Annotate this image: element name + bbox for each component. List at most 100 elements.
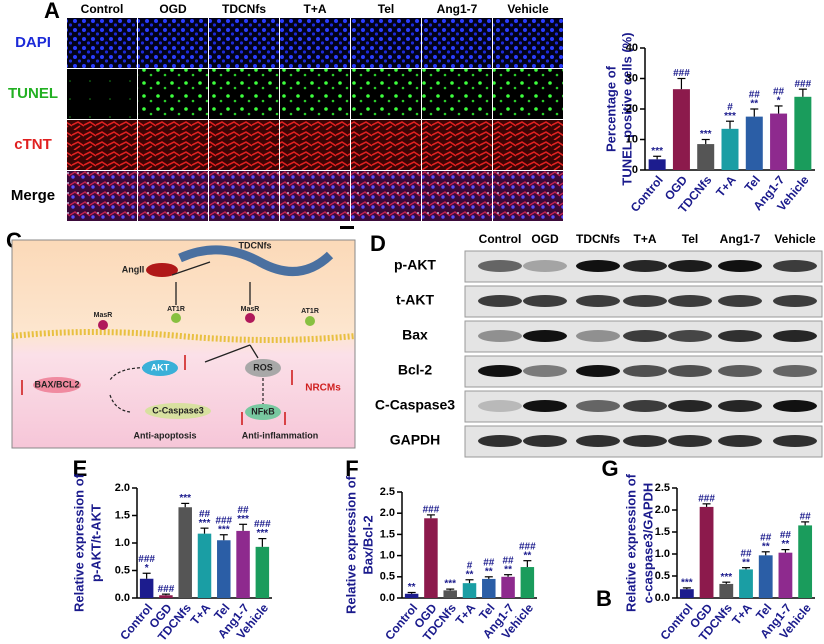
row-label: GAPDH — [390, 432, 441, 448]
blot-band — [623, 295, 667, 307]
blot-band — [773, 435, 817, 447]
significance-label: ### — [158, 584, 175, 595]
blot-band — [523, 295, 567, 307]
bar — [520, 567, 535, 598]
significance-label: ## — [760, 532, 772, 543]
diagram-label: Anti-inflammation — [242, 430, 319, 440]
y-tick-label: 2.0 — [115, 482, 130, 494]
significance-label: *** — [218, 524, 230, 535]
panel-letter: B — [596, 586, 612, 611]
row-label: TUNEL — [8, 85, 58, 102]
micrograph — [493, 69, 563, 119]
micrograph — [493, 171, 563, 221]
significance-label: ## — [483, 557, 495, 568]
blot-band — [668, 365, 712, 377]
diagram-label: NRCMs — [305, 383, 341, 394]
x-tick-label: T+A — [729, 601, 755, 628]
row-label: Merge — [11, 187, 55, 204]
y-axis-label: Percentage of — [603, 65, 618, 152]
micrograph — [138, 69, 208, 119]
column-header: Ang1-7 — [720, 232, 761, 246]
panel-letter: F — [345, 456, 358, 481]
significance-label: ## — [780, 530, 792, 541]
micrograph — [209, 171, 279, 221]
y-tick-label: 1.5 — [115, 509, 130, 521]
blot-band — [523, 260, 567, 272]
bar — [648, 159, 666, 170]
blot-band — [576, 330, 620, 342]
blot-band — [623, 260, 667, 272]
blot-band — [773, 400, 817, 412]
y-tick-label: 30 — [626, 72, 638, 84]
column-header: Tel — [378, 2, 394, 16]
micrograph — [209, 69, 279, 119]
panel-c: C TDCNfs AngII MasR AT1R MasR AT1R AKT R… — [6, 228, 356, 449]
x-tick-label: Tel — [742, 173, 763, 195]
y-tick-label: 0.5 — [380, 571, 395, 583]
micrograph — [138, 18, 208, 68]
bar — [139, 578, 154, 598]
blot-band — [478, 435, 522, 447]
y-tick-label: 1.0 — [380, 550, 395, 562]
bar — [679, 589, 694, 598]
bar — [443, 590, 457, 598]
row-label: Bax — [402, 327, 428, 343]
bar — [798, 525, 813, 598]
bar — [404, 593, 419, 598]
akt-icon — [142, 360, 178, 376]
at1r-icon — [305, 316, 315, 326]
bar — [794, 96, 812, 170]
micrograph — [280, 171, 350, 221]
blot-band — [718, 260, 762, 272]
y-tick-label: 0.5 — [115, 564, 130, 576]
bar — [159, 595, 173, 598]
micrograph — [67, 171, 137, 221]
y-tick-label: 20 — [626, 103, 638, 115]
blot-band — [773, 330, 817, 342]
diagram-label: NFκB — [251, 406, 275, 416]
micrograph — [280, 69, 350, 119]
bar — [462, 583, 477, 598]
micrograph — [209, 120, 279, 170]
bar — [217, 540, 231, 598]
x-tick-label: T+A — [188, 601, 214, 628]
panel-letter: A — [44, 0, 60, 23]
blot-band — [668, 400, 712, 412]
scale-bar — [340, 226, 354, 229]
micrograph — [493, 120, 563, 170]
nfkb-icon — [245, 404, 281, 420]
blot-band — [523, 400, 567, 412]
bar — [197, 533, 212, 598]
row-label: cTNT — [14, 136, 52, 153]
column-header: Vehicle — [774, 232, 816, 246]
membrane — [11, 329, 356, 343]
bar — [778, 552, 793, 598]
significance-label: *** — [237, 514, 249, 525]
significance-label: ## — [773, 87, 785, 98]
y-axis-label: Relative expression of — [71, 473, 86, 612]
blot-band — [478, 260, 522, 272]
column-header: OGD — [159, 2, 187, 16]
x-tick-label: T+A — [713, 173, 739, 200]
micrograph — [138, 171, 208, 221]
ros-icon — [245, 359, 281, 377]
blot-band — [576, 400, 620, 412]
column-header: TDCNfs — [576, 232, 620, 246]
blot-band — [668, 260, 712, 272]
significance-label: * — [145, 563, 149, 574]
nanofiber-icon — [178, 245, 334, 276]
bax-icon — [33, 377, 81, 393]
diagram-label: MasR — [94, 312, 113, 319]
column-header: Tel — [682, 232, 698, 246]
diagram-label: ROS — [253, 362, 273, 372]
significance-label: ** — [782, 539, 790, 550]
blot-band — [623, 365, 667, 377]
significance-label: ## — [238, 505, 250, 516]
significance-label: # — [727, 102, 733, 113]
column-header: Ang1-7 — [437, 2, 478, 16]
panel-letter: D — [370, 231, 386, 256]
blot-band — [523, 435, 567, 447]
